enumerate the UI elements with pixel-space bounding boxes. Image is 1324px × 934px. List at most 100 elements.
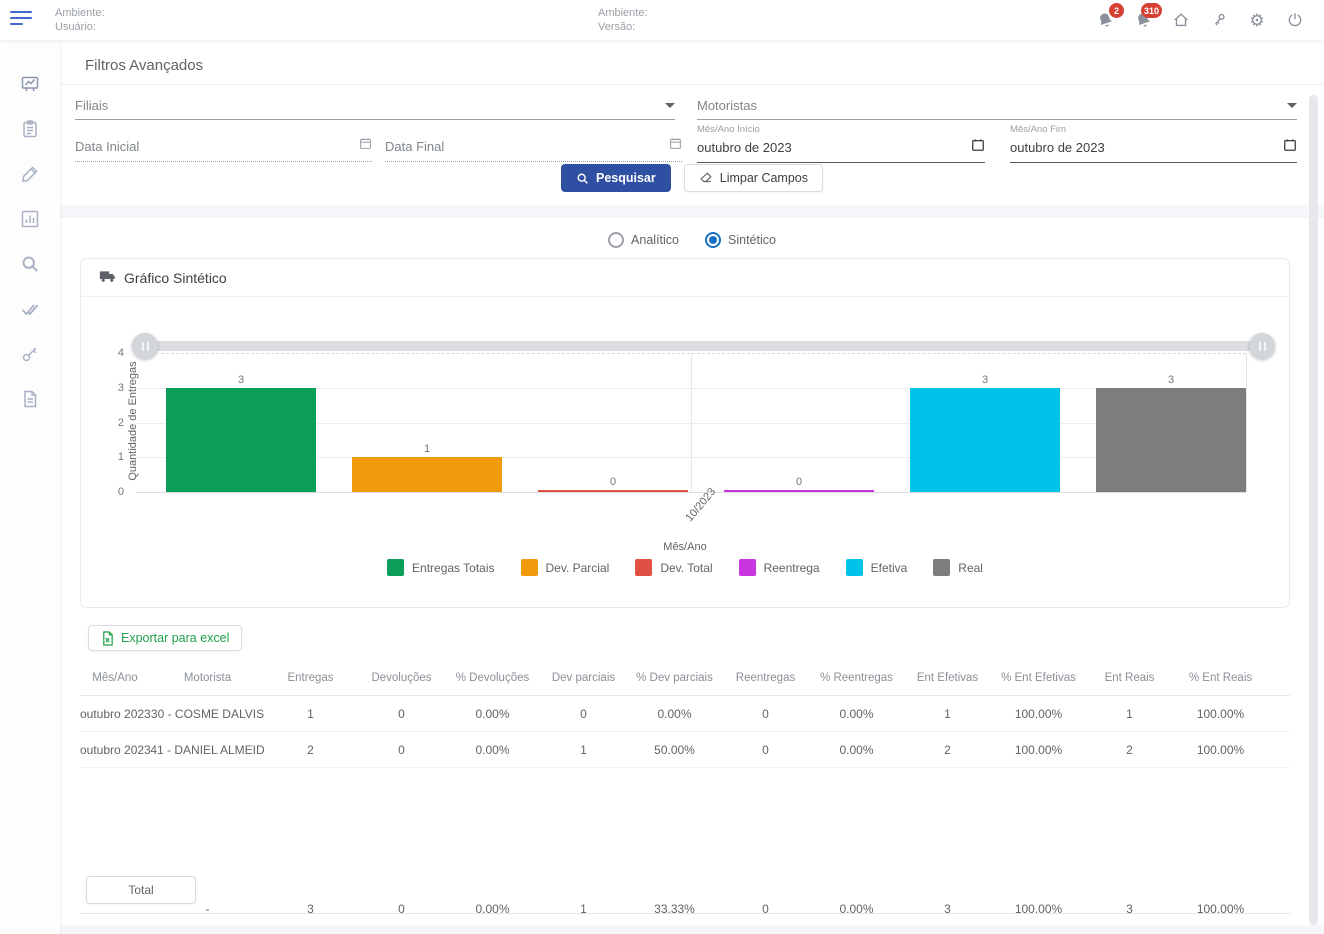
- legend-label: Reentrega: [763, 560, 820, 575]
- radio-analitico[interactable]: Analítico: [608, 232, 679, 248]
- key-icon[interactable]: [1208, 9, 1230, 31]
- data-final-input[interactable]: Data Final: [385, 137, 682, 162]
- legend-item[interactable]: Dev. Parcial: [520, 559, 609, 576]
- bar-rect[interactable]: [352, 457, 502, 492]
- truck-icon: [99, 270, 116, 286]
- x-axis-label: Mês/Ano: [663, 541, 707, 553]
- radio-sintetico[interactable]: Sintético: [705, 232, 776, 248]
- sidebar-document-icon[interactable]: [14, 383, 46, 415]
- legend-item[interactable]: Real: [933, 559, 983, 576]
- legend-item[interactable]: Reentrega: [738, 559, 820, 576]
- sidebar-nav: [0, 40, 60, 934]
- export-excel-button[interactable]: Exportar para excel: [88, 625, 243, 651]
- legend-item[interactable]: Dev. Total: [635, 559, 713, 576]
- table-cell: 2: [1126, 742, 1133, 757]
- home-icon[interactable]: [1170, 9, 1192, 31]
- bar-rect[interactable]: [1096, 387, 1246, 492]
- table-total-row: Total - 3 0 0.00% 1 33.33% 0 0.00% 3 100.00% 3 100.0…: [80, 876, 1290, 916]
- sidebar-dashboard-chart-icon[interactable]: [14, 68, 46, 100]
- total-label-box: Total: [86, 876, 196, 904]
- y-tick-label: 3: [117, 381, 124, 394]
- filiais-select[interactable]: Filiais: [75, 98, 675, 120]
- chevron-down-icon: [1287, 103, 1297, 108]
- view-toggle: Analítico Sintético: [60, 232, 1324, 248]
- legend-swatch: [635, 559, 653, 576]
- legend-label: Efetiva: [870, 560, 908, 575]
- ambiente-label: Ambiente:: [598, 7, 648, 19]
- bar-rect[interactable]: [724, 490, 874, 492]
- alerts-bell-icon[interactable]: 2: [1094, 3, 1124, 31]
- messages-bell-icon[interactable]: 310: [1132, 3, 1162, 31]
- power-icon[interactable]: [1284, 9, 1306, 31]
- y-tick-label: 4: [117, 347, 124, 359]
- total-cell: 0: [398, 901, 405, 916]
- motoristas-select[interactable]: Motoristas: [697, 98, 1297, 120]
- bar-dev-total[interactable]: 0: [538, 476, 688, 492]
- total-cell: 0.00%: [839, 901, 874, 916]
- bar-value-label: 3: [237, 373, 245, 386]
- total-cell: 1: [580, 901, 587, 916]
- bar-reentrega[interactable]: 0: [724, 476, 874, 492]
- sidebar-search-icon[interactable]: [14, 248, 46, 280]
- bar-entregas-totais[interactable]: 3: [166, 374, 316, 492]
- chart-range-slider[interactable]: [132, 333, 1275, 359]
- filiais-label: Filiais: [75, 98, 109, 113]
- results-panel: Analítico Sintético Gráfico Sintético: [60, 218, 1324, 925]
- bar-efetiva[interactable]: 3: [910, 374, 1060, 492]
- legend-item[interactable]: Entregas Totais: [387, 559, 495, 576]
- top-bar: Ambiente: Usuário: Ambiente: Versão: 2 3…: [0, 0, 1324, 40]
- mes-ano-inicio-input[interactable]: Mês/Ano Início outubro de 2023: [697, 124, 985, 163]
- table-cell: 100.00%: [1014, 742, 1063, 757]
- mes-ano-fim-input[interactable]: Mês/Ano Fim outubro de 2023: [1010, 124, 1297, 163]
- sidebar-double-check-icon[interactable]: [14, 293, 46, 325]
- slider-handle-left[interactable]: [132, 333, 158, 359]
- sidebar-bar-chart-icon[interactable]: [14, 203, 46, 235]
- radio-unselected-icon[interactable]: [608, 232, 625, 248]
- table-cell: 2: [944, 742, 951, 757]
- slider-track[interactable]: [136, 341, 1271, 351]
- limpar-campos-label: Limpar Campos: [719, 171, 808, 185]
- bar-value-label: 0: [795, 476, 803, 488]
- limpar-campos-button[interactable]: Limpar Campos: [683, 164, 823, 192]
- table-cell: 0.00%: [657, 706, 692, 721]
- legend-item[interactable]: Efetiva: [845, 559, 908, 576]
- gear-icon[interactable]: ⚙: [1249, 10, 1265, 30]
- calendar-icon[interactable]: [971, 138, 985, 157]
- table-cell: 0: [762, 742, 769, 757]
- data-inicial-input[interactable]: Data Inicial: [75, 137, 372, 162]
- y-tick-label: 1: [117, 451, 124, 464]
- mes-ano-inicio-label: Mês/Ano Início: [697, 124, 760, 135]
- results-table: Mês/Ano Motorista Entregas Devoluções % Devo…: [80, 660, 1290, 918]
- table-row[interactable]: outubro 2023 41 - DANIEL ALMEID 2 0 0.00% 1 50…: [80, 732, 1290, 768]
- export-excel-label: Exportar para excel: [121, 631, 230, 645]
- sidebar-pencil-icon[interactable]: [14, 158, 46, 190]
- calendar-icon[interactable]: [1283, 138, 1297, 157]
- legend-label: Entregas Totais: [412, 560, 495, 575]
- table-row[interactable]: outubro 2023 30 - COSME DALVIS 1 0 0.00% 0 0.0…: [80, 696, 1290, 732]
- legend-swatch: [933, 559, 951, 576]
- calendar-icon[interactable]: [669, 137, 682, 155]
- vertical-scrollbar[interactable]: [1309, 95, 1318, 925]
- calendar-icon[interactable]: [359, 137, 372, 155]
- alerts-badge: 2: [1109, 3, 1124, 18]
- sidebar-clipboard-icon[interactable]: [14, 113, 46, 145]
- pesquisar-button[interactable]: Pesquisar: [561, 164, 671, 192]
- chevron-down-icon: [665, 103, 675, 108]
- hamburger-menu-icon[interactable]: [10, 11, 34, 29]
- slider-handle-right[interactable]: [1249, 333, 1275, 359]
- bar-rect[interactable]: [538, 490, 688, 492]
- sidebar-key-icon[interactable]: [14, 338, 46, 370]
- bar-real[interactable]: 3: [1096, 374, 1246, 492]
- data-final-placeholder: Data Final: [385, 138, 445, 154]
- total-cell: 0: [762, 901, 769, 916]
- pesquisar-label: Pesquisar: [596, 171, 656, 185]
- ambiente-label: Ambiente:: [55, 7, 105, 19]
- radio-selected-icon[interactable]: [705, 232, 721, 248]
- bar-dev-parcial[interactable]: 1: [352, 443, 502, 492]
- total-cell: 3: [944, 901, 951, 916]
- bar-rect[interactable]: [166, 387, 316, 492]
- bar-rect[interactable]: [910, 387, 1060, 492]
- legend-swatch: [387, 559, 405, 576]
